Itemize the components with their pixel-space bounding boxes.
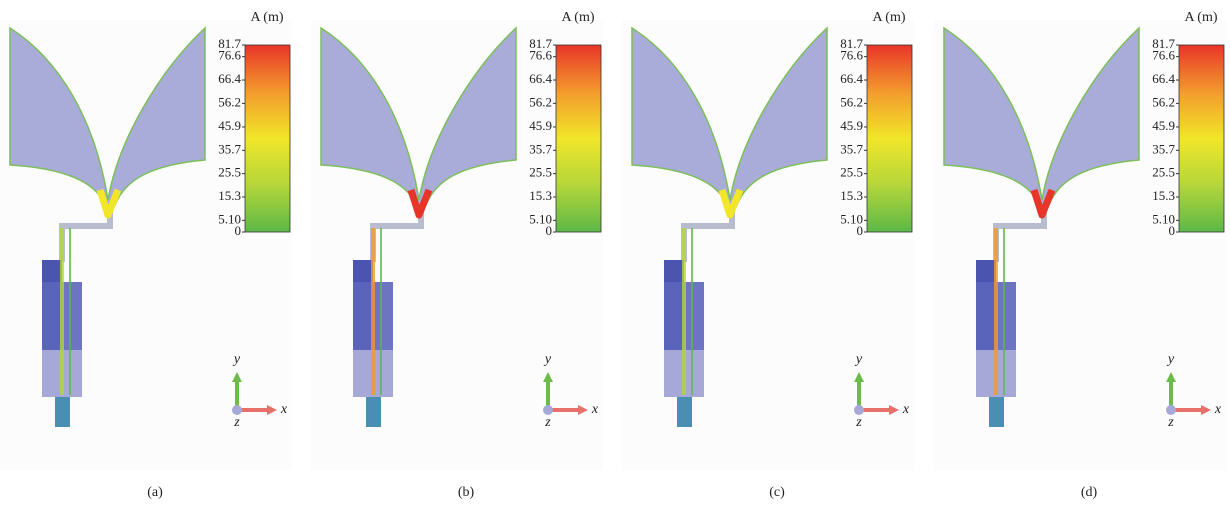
colorbar	[556, 45, 601, 232]
z-origin	[543, 405, 553, 415]
colorbar	[867, 45, 912, 232]
panel-label: (b)	[458, 485, 475, 500]
colorbar-tick-label: 66.4	[218, 71, 241, 86]
panel: A (m)81.776.666.456.245.935.725.515.35.1…	[622, 10, 914, 500]
colorbar-tick-label: 66.4	[840, 71, 863, 86]
colorbar-tick-label: 76.6	[1152, 48, 1175, 63]
colorbar-tick-label: 76.6	[529, 48, 552, 63]
figure: A (m)81.776.666.456.245.935.725.515.35.1…	[0, 0, 1230, 508]
axis-label-x: x	[902, 402, 910, 417]
colorbar-tick-label: 66.4	[529, 71, 552, 86]
colorbar-tick-label: 56.2	[840, 94, 863, 109]
panel-label: (a)	[147, 485, 163, 500]
z-origin	[1166, 405, 1176, 415]
colorbar-tick-label: 56.2	[529, 94, 552, 109]
colorbar-tick-label: 35.7	[529, 141, 552, 156]
panel-label: (d)	[1081, 485, 1098, 500]
tail	[55, 397, 70, 427]
z-origin	[232, 405, 242, 415]
colorbar-tick-label: 25.5	[840, 165, 863, 180]
tail	[366, 397, 381, 427]
axis-label-x: x	[1214, 402, 1222, 417]
panel-label: (c)	[769, 485, 785, 500]
colorbar-title: A (m)	[561, 10, 594, 25]
z-origin	[854, 405, 864, 415]
colorbar-tick-label: 15.3	[1152, 188, 1175, 203]
colorbar-title: A (m)	[1184, 10, 1217, 25]
panel: A (m)81.776.666.456.245.935.725.515.35.1…	[0, 10, 292, 500]
axis-label-y: y	[1166, 352, 1175, 367]
colorbar-title: A (m)	[250, 10, 283, 25]
axis-label-x: x	[280, 402, 288, 417]
colorbar-tick-label: 45.9	[840, 118, 863, 133]
axis-label-z: z	[855, 415, 862, 430]
panel: A (m)81.776.666.456.245.935.725.515.35.1…	[311, 10, 603, 500]
colorbar-tick-label: 0	[1169, 223, 1176, 238]
colorbar-tick-label: 76.6	[218, 48, 241, 63]
colorbar-tick-label: 56.2	[218, 94, 241, 109]
axis-label-z: z	[233, 415, 240, 430]
axis-label-z: z	[1167, 415, 1174, 430]
colorbar-tick-label: 15.3	[218, 188, 241, 203]
colorbar-title: A (m)	[872, 10, 905, 25]
tail	[677, 397, 692, 427]
colorbar-tick-label: 25.5	[529, 165, 552, 180]
colorbar-tick-label: 0	[857, 223, 864, 238]
colorbar-tick-label: 76.6	[840, 48, 863, 63]
colorbar-tick-label: 15.3	[529, 188, 552, 203]
colorbar-tick-label: 56.2	[1152, 94, 1175, 109]
colorbar-tick-label: 0	[235, 223, 242, 238]
tail	[989, 397, 1004, 427]
colorbar-tick-label: 35.7	[218, 141, 241, 156]
axis-label-y: y	[543, 352, 552, 367]
colorbar-tick-label: 45.9	[218, 118, 241, 133]
colorbar-tick-label: 25.5	[218, 165, 241, 180]
axis-label-x: x	[591, 402, 599, 417]
colorbar	[1179, 45, 1224, 232]
axis-label-y: y	[854, 352, 863, 367]
colorbar-tick-label: 0	[546, 223, 553, 238]
colorbar-tick-label: 45.9	[1152, 118, 1175, 133]
colorbar	[245, 45, 290, 232]
colorbar-tick-label: 45.9	[529, 118, 552, 133]
panel: A (m)81.776.666.456.245.935.725.515.35.1…	[934, 10, 1226, 500]
colorbar-tick-label: 35.7	[840, 141, 863, 156]
colorbar-tick-label: 35.7	[1152, 141, 1175, 156]
colorbar-tick-label: 66.4	[1152, 71, 1175, 86]
colorbar-tick-label: 15.3	[840, 188, 863, 203]
axis-label-y: y	[232, 352, 241, 367]
axis-label-z: z	[544, 415, 551, 430]
colorbar-tick-label: 25.5	[1152, 165, 1175, 180]
